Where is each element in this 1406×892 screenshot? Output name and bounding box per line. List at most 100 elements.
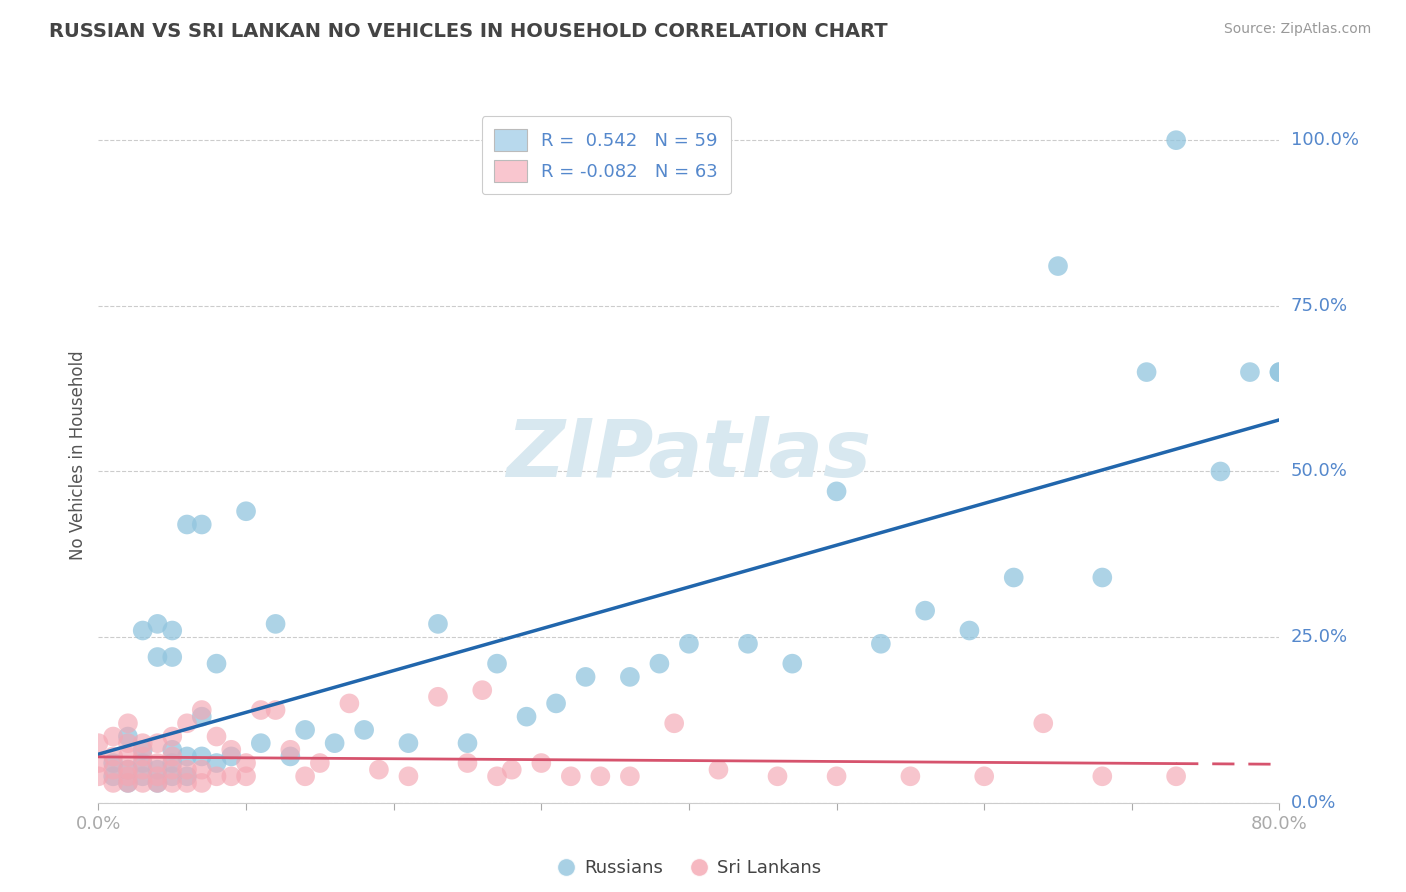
Point — [191, 709, 214, 723]
Y-axis label: No Vehicles in Household: No Vehicles in Household — [69, 350, 87, 560]
Point — [191, 517, 214, 532]
Text: 0.0%: 0.0% — [1291, 794, 1336, 812]
Point — [1135, 365, 1157, 379]
Point — [782, 657, 804, 671]
Point — [146, 776, 169, 790]
Point — [162, 776, 183, 790]
Point — [337, 697, 360, 711]
Point — [103, 763, 125, 777]
Point — [250, 736, 273, 750]
Point — [914, 604, 936, 618]
Point — [250, 703, 273, 717]
Point — [1164, 769, 1187, 783]
Point — [560, 769, 582, 783]
Point — [205, 657, 228, 671]
Point — [176, 749, 198, 764]
Point — [146, 769, 169, 783]
Point — [146, 616, 169, 631]
Point — [427, 616, 450, 631]
Point — [219, 749, 242, 764]
Point — [205, 756, 228, 770]
Point — [1239, 365, 1261, 379]
Point — [1046, 259, 1069, 273]
Point — [737, 637, 759, 651]
Point — [117, 763, 139, 777]
Point — [87, 756, 110, 770]
Point — [544, 697, 567, 711]
Point — [1091, 769, 1114, 783]
Point — [766, 769, 789, 783]
Point — [117, 749, 139, 764]
Point — [235, 769, 257, 783]
Point — [132, 769, 155, 783]
Point — [973, 769, 995, 783]
Point — [264, 616, 287, 631]
Point — [294, 723, 316, 737]
Point — [278, 749, 302, 764]
Point — [471, 683, 494, 698]
Point — [132, 756, 155, 770]
Point — [501, 763, 523, 777]
Text: 50.0%: 50.0% — [1291, 462, 1347, 481]
Text: Source: ZipAtlas.com: Source: ZipAtlas.com — [1223, 22, 1371, 37]
Point — [162, 756, 183, 770]
Point — [825, 484, 848, 499]
Point — [205, 769, 228, 783]
Point — [162, 769, 183, 783]
Point — [132, 749, 155, 764]
Point — [1268, 365, 1291, 379]
Point — [162, 763, 183, 777]
Point — [103, 769, 125, 783]
Point — [132, 736, 155, 750]
Point — [117, 730, 139, 744]
Point — [87, 736, 110, 750]
Point — [117, 763, 139, 777]
Text: 75.0%: 75.0% — [1291, 297, 1348, 315]
Point — [176, 716, 198, 731]
Point — [117, 776, 139, 790]
Point — [619, 670, 641, 684]
Point — [176, 517, 198, 532]
Point — [589, 769, 612, 783]
Point — [574, 670, 596, 684]
Point — [368, 763, 391, 777]
Point — [309, 756, 332, 770]
Point — [219, 743, 242, 757]
Point — [191, 763, 214, 777]
Point — [959, 624, 981, 638]
Point — [1268, 365, 1291, 379]
Point — [132, 776, 155, 790]
Point — [235, 756, 257, 770]
Point — [132, 624, 155, 638]
Point — [205, 730, 228, 744]
Point — [191, 703, 214, 717]
Point — [132, 763, 155, 777]
Point — [1091, 570, 1114, 584]
Point — [486, 657, 509, 671]
Point — [162, 624, 183, 638]
Point — [117, 776, 139, 790]
Point — [87, 769, 110, 783]
Point — [191, 776, 214, 790]
Point — [825, 769, 848, 783]
Point — [486, 769, 509, 783]
Point — [162, 650, 183, 665]
Text: 100.0%: 100.0% — [1291, 131, 1358, 149]
Point — [103, 756, 125, 770]
Point — [117, 716, 139, 731]
Point — [162, 743, 183, 757]
Point — [235, 504, 257, 518]
Point — [176, 776, 198, 790]
Point — [707, 763, 730, 777]
Point — [1032, 716, 1054, 731]
Point — [456, 736, 478, 750]
Point — [103, 730, 125, 744]
Text: RUSSIAN VS SRI LANKAN NO VEHICLES IN HOUSEHOLD CORRELATION CHART: RUSSIAN VS SRI LANKAN NO VEHICLES IN HOU… — [49, 22, 887, 41]
Point — [146, 776, 169, 790]
Text: ZIPatlas: ZIPatlas — [506, 416, 872, 494]
Point — [869, 637, 891, 651]
Point — [619, 769, 641, 783]
Point — [353, 723, 375, 737]
Point — [1002, 570, 1025, 584]
Point — [294, 769, 316, 783]
